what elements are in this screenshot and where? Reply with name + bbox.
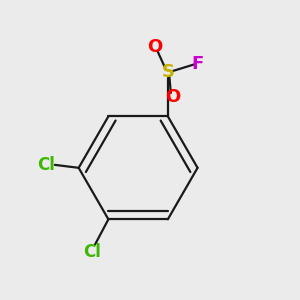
Text: Cl: Cl [83,243,101,261]
Text: Cl: Cl [37,156,55,174]
Text: F: F [191,55,204,73]
Text: S: S [161,63,174,81]
Text: O: O [165,88,180,106]
Text: O: O [147,38,162,56]
